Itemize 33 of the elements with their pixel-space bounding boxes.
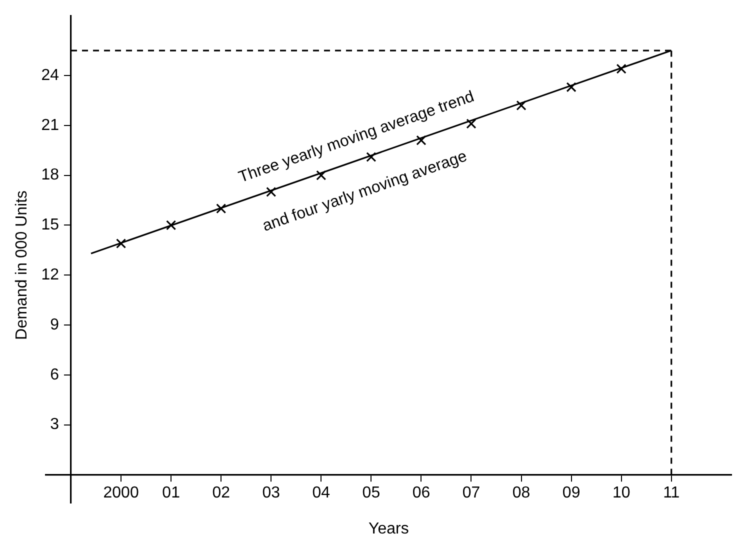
- point: [616, 64, 626, 74]
- x-tick-label: 01: [162, 484, 180, 502]
- x-tick-label: 07: [462, 484, 480, 502]
- x-tick-label: 2000: [103, 484, 139, 502]
- point: [416, 135, 426, 146]
- x-tick-label: 03: [262, 484, 280, 502]
- point: [566, 82, 576, 92]
- x-tick-label: 04: [312, 484, 330, 502]
- x-tick-label: 09: [562, 484, 580, 502]
- x-tick-label: 08: [512, 484, 530, 502]
- x-tick-label: 11: [663, 484, 680, 502]
- y-tick-label: 21: [41, 116, 60, 134]
- point: [116, 238, 126, 249]
- point: [466, 118, 476, 129]
- point: [366, 152, 376, 162]
- y-tick-label: 24: [41, 66, 60, 84]
- y-axis-title: Demand in 000 Units: [13, 190, 30, 340]
- y-tick-label: 9: [50, 316, 60, 334]
- point: [216, 204, 226, 214]
- point: [266, 186, 276, 197]
- y-tick-label: 3: [50, 416, 60, 434]
- point: [316, 170, 326, 180]
- point: [516, 100, 526, 110]
- x-tick-label: 02: [212, 484, 230, 502]
- y-tick-label: 18: [41, 166, 60, 184]
- y-tick-label: 6: [50, 366, 60, 384]
- point: [166, 220, 176, 230]
- x-tick-label: 05: [362, 484, 380, 502]
- y-tick-label: 12: [41, 266, 60, 284]
- x-tick-label: 06: [412, 484, 430, 502]
- y-tick-label: 15: [41, 216, 60, 234]
- x-tick-label: 10: [612, 484, 630, 502]
- x-axis-title: Years: [368, 520, 409, 538]
